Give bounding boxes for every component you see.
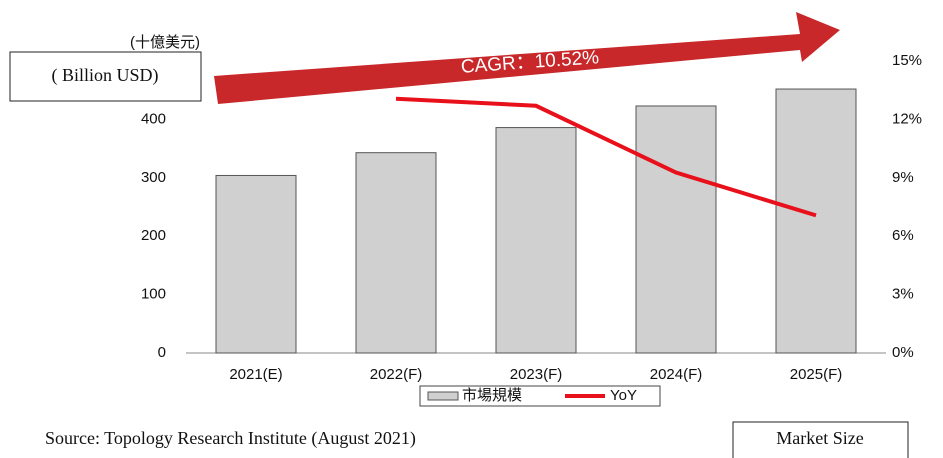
- legend-label: 市場規模: [462, 387, 522, 404]
- legend-box: [419, 385, 661, 407]
- y2-tick-label: 3%: [892, 286, 914, 303]
- y-tick-label: 200: [141, 227, 166, 244]
- y-tick-label: 300: [141, 169, 166, 186]
- source: Source: Topology Research Institute (Aug…: [45, 428, 416, 449]
- y2-tick-label: 0%: [892, 344, 914, 361]
- cagr-arrow: [214, 12, 840, 104]
- y2-tick-label: 9%: [892, 169, 914, 186]
- market-size-box: [732, 421, 909, 458]
- unit-box: [9, 51, 202, 102]
- unit-box-label: ( Billion USD): [51, 65, 158, 86]
- x-tick-label: 2022(F): [370, 366, 423, 383]
- legend-swatch: [427, 391, 459, 401]
- x-tick-label: 2021(E): [229, 366, 282, 383]
- y2-tick-label: 15%: [892, 52, 922, 69]
- legend-label: YoY: [610, 387, 637, 404]
- x-tick-label: 2025(F): [790, 366, 843, 383]
- y-unit: (十億美元): [130, 34, 200, 51]
- y-tick-label: 0: [158, 344, 166, 361]
- y-tick-label: 100: [141, 286, 166, 303]
- market-size-label: Market Size: [776, 428, 863, 448]
- y-tick-label: 400: [141, 110, 166, 127]
- yoy-line: [395, 96, 817, 218]
- bar: [355, 152, 437, 354]
- x-tick-label: 2023(F): [510, 366, 563, 383]
- bar: [775, 88, 857, 354]
- bar: [215, 174, 297, 354]
- y2-tick-label: 6%: [892, 227, 914, 244]
- bar: [635, 105, 717, 354]
- bar: [495, 127, 577, 354]
- y2-tick-label: 12%: [892, 110, 922, 127]
- x-tick-label: 2024(F): [650, 366, 703, 383]
